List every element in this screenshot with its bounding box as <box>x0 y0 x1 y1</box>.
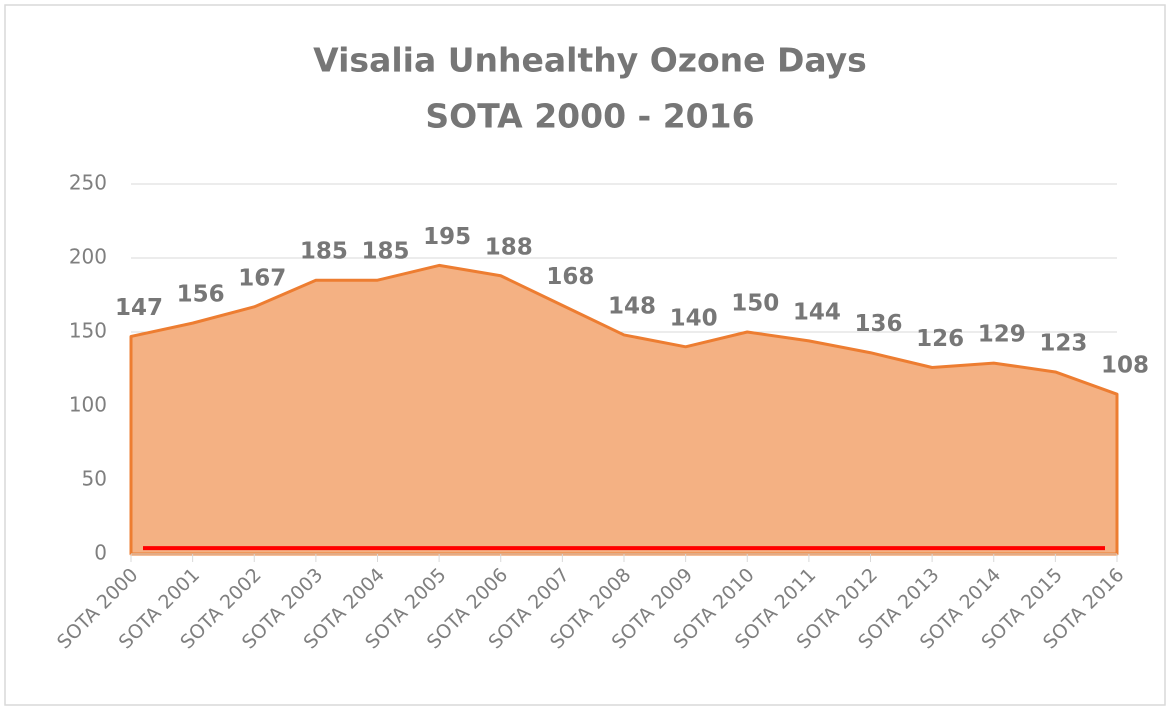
data-label: 168 <box>546 264 594 290</box>
data-label: 147 <box>115 295 163 321</box>
data-label: 136 <box>854 311 902 337</box>
data-label: 123 <box>1039 330 1087 356</box>
data-label: 156 <box>177 282 225 308</box>
y-tick-label: 50 <box>82 467 107 491</box>
data-label: 167 <box>238 265 286 291</box>
area <box>129 263 1119 556</box>
y-tick-label: 150 <box>69 319 107 343</box>
data-label: 150 <box>731 291 779 317</box>
y-tick-label: 100 <box>69 393 107 417</box>
data-label: 195 <box>423 224 471 250</box>
data-label: 129 <box>978 322 1026 348</box>
data-label: 144 <box>793 299 841 325</box>
data-label: 140 <box>670 305 718 331</box>
data-label: 185 <box>300 239 348 265</box>
y-tick-label: 250 <box>69 171 107 195</box>
data-label: 108 <box>1101 353 1149 379</box>
data-label: 148 <box>608 293 656 319</box>
data-label: 185 <box>361 239 409 265</box>
y-tick-label: 0 <box>94 541 107 565</box>
chart-subtitle: SOTA 2000 - 2016 <box>425 97 754 136</box>
y-tick-label: 200 <box>69 245 107 269</box>
data-label: 126 <box>916 326 964 352</box>
chart-title: Visalia Unhealthy Ozone Days <box>313 41 867 80</box>
data-label: 188 <box>485 234 533 260</box>
